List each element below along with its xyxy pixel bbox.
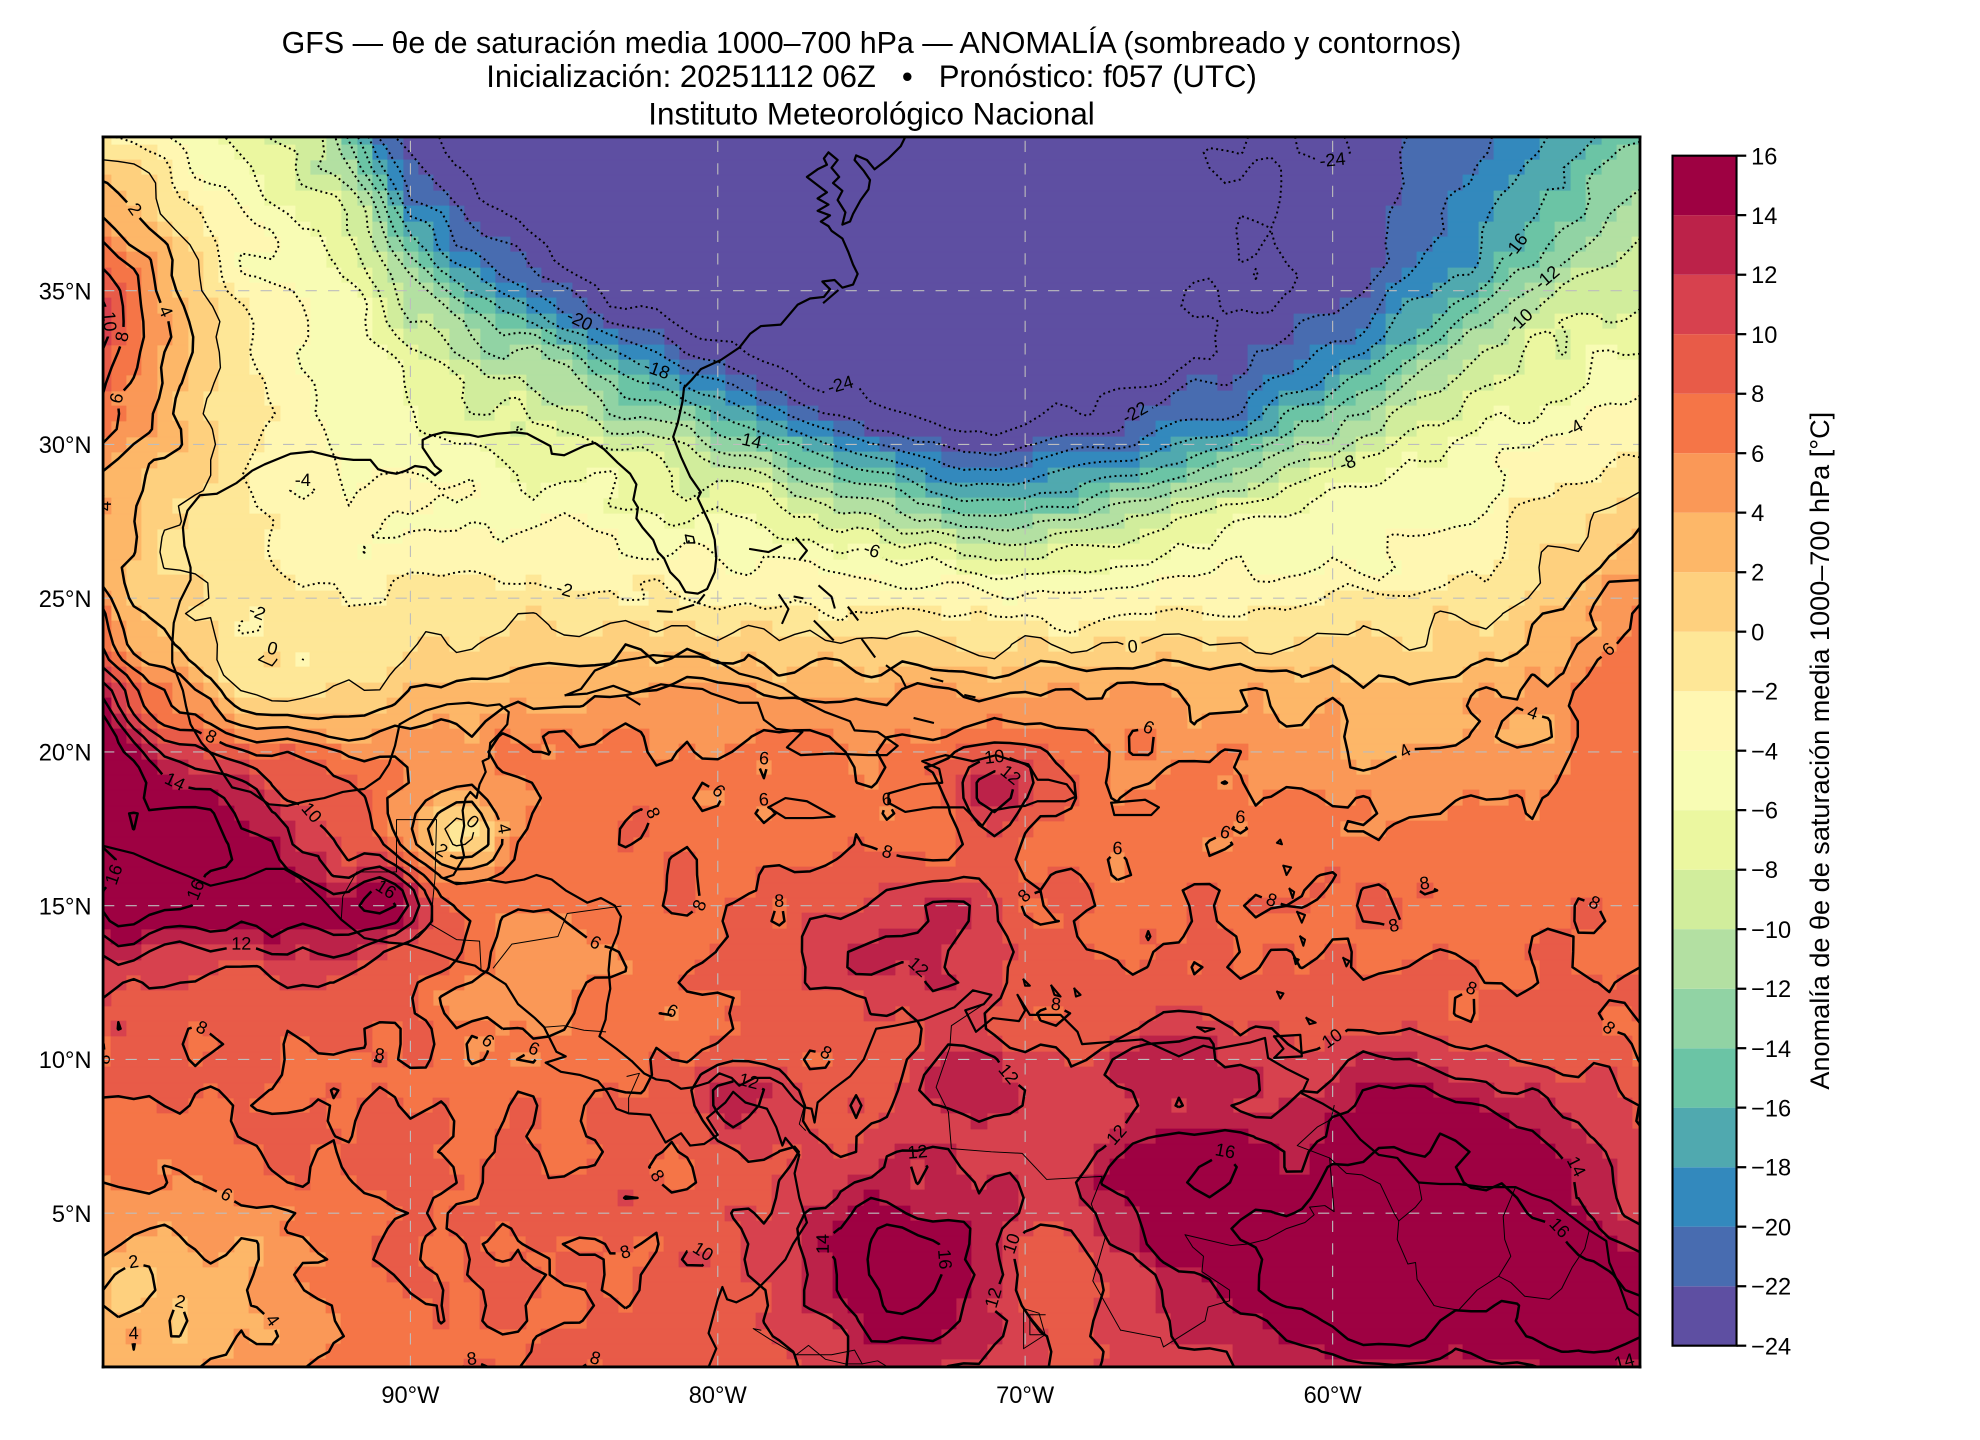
svg-text:−24: −24 [1751, 1334, 1791, 1360]
svg-text:−12: −12 [1751, 977, 1791, 1003]
svg-text:−6: −6 [1751, 799, 1778, 825]
svg-text:10: 10 [1751, 323, 1777, 349]
svg-text:80°W: 80°W [689, 1383, 748, 1409]
svg-text:0: 0 [265, 638, 280, 660]
svg-text:-8: -8 [1336, 451, 1358, 475]
svg-text:8: 8 [1418, 872, 1431, 893]
svg-text:−16: −16 [1751, 1096, 1791, 1122]
svg-text:25°N: 25°N [39, 587, 92, 613]
svg-text:10: 10 [99, 311, 121, 333]
svg-text:12: 12 [907, 1141, 929, 1163]
svg-text:2: 2 [127, 1251, 140, 1272]
svg-text:8: 8 [111, 330, 132, 343]
svg-text:15°N: 15°N [39, 894, 92, 920]
svg-text:8: 8 [93, 1053, 114, 1065]
svg-text:-6: -6 [861, 538, 883, 562]
svg-text:6: 6 [758, 789, 770, 810]
svg-text:8: 8 [618, 1241, 633, 1263]
svg-text:8: 8 [588, 1347, 603, 1369]
svg-text:6: 6 [106, 391, 128, 406]
svg-text:70°W: 70°W [996, 1383, 1055, 1409]
svg-text:−8: −8 [1751, 858, 1778, 884]
svg-text:12: 12 [231, 934, 251, 954]
svg-text:14: 14 [1751, 204, 1777, 230]
svg-text:Instituto Meteorológico Nacion: Instituto Meteorológico Nacional [648, 96, 1094, 131]
svg-text:2: 2 [173, 1291, 188, 1313]
svg-text:−18: −18 [1751, 1156, 1791, 1182]
svg-text:4: 4 [1751, 501, 1764, 527]
svg-text:6: 6 [1112, 838, 1122, 858]
svg-text:5°N: 5°N [52, 1202, 92, 1228]
svg-text:8: 8 [466, 1348, 478, 1369]
svg-text:8: 8 [1386, 914, 1401, 936]
svg-text:90°W: 90°W [381, 1383, 440, 1409]
svg-text:8: 8 [1050, 994, 1062, 1015]
svg-text:-2: -2 [246, 600, 268, 625]
svg-text:14: 14 [813, 1234, 833, 1254]
svg-text:2: 2 [1751, 561, 1764, 587]
svg-text:−14: −14 [1751, 1037, 1791, 1063]
svg-text:Anomalía de θe de saturación m: Anomalía de θe de saturación media 1000–… [1804, 412, 1835, 1090]
svg-text:GFS — θe de saturación media 1: GFS — θe de saturación media 1000–700 hP… [282, 26, 1462, 60]
svg-text:6: 6 [881, 789, 893, 810]
svg-text:6: 6 [758, 748, 770, 769]
svg-text:−20: −20 [1751, 1215, 1791, 1241]
svg-text:16: 16 [934, 1248, 956, 1270]
svg-text:30°N: 30°N [39, 433, 92, 459]
svg-text:10: 10 [983, 746, 1005, 768]
svg-text:35°N: 35°N [39, 279, 92, 305]
svg-text:12: 12 [1751, 263, 1777, 289]
svg-text:16: 16 [1751, 144, 1777, 170]
svg-text:−10: −10 [1751, 918, 1791, 944]
svg-text:4: 4 [95, 501, 115, 511]
svg-text:4: 4 [128, 1323, 138, 1343]
svg-text:-4: -4 [295, 470, 311, 490]
svg-text:12: 12 [737, 1069, 761, 1093]
svg-text:6: 6 [1751, 442, 1764, 468]
svg-text:Inicialización: 20251112 06Z: Inicialización: 20251112 06Z • Pronóstic… [486, 59, 1257, 94]
svg-text:60°W: 60°W [1304, 1383, 1363, 1409]
svg-text:8: 8 [374, 1044, 386, 1065]
svg-text:14: 14 [1612, 1349, 1637, 1373]
svg-text:-2: -2 [554, 578, 575, 602]
svg-text:−22: −22 [1751, 1275, 1791, 1301]
svg-text:16: 16 [101, 862, 127, 888]
svg-text:4: 4 [493, 822, 514, 835]
svg-text:-24: -24 [1318, 149, 1346, 172]
svg-text:8: 8 [1751, 382, 1764, 408]
svg-text:0: 0 [1751, 620, 1764, 646]
svg-text:20°N: 20°N [39, 741, 92, 767]
svg-text:8: 8 [774, 891, 784, 911]
svg-text:0: 0 [1127, 636, 1139, 657]
svg-text:16: 16 [1214, 1139, 1237, 1162]
svg-text:6: 6 [1235, 807, 1246, 827]
svg-text:10°N: 10°N [39, 1048, 92, 1074]
svg-text:−2: −2 [1751, 680, 1778, 706]
svg-text:−4: −4 [1751, 739, 1778, 765]
